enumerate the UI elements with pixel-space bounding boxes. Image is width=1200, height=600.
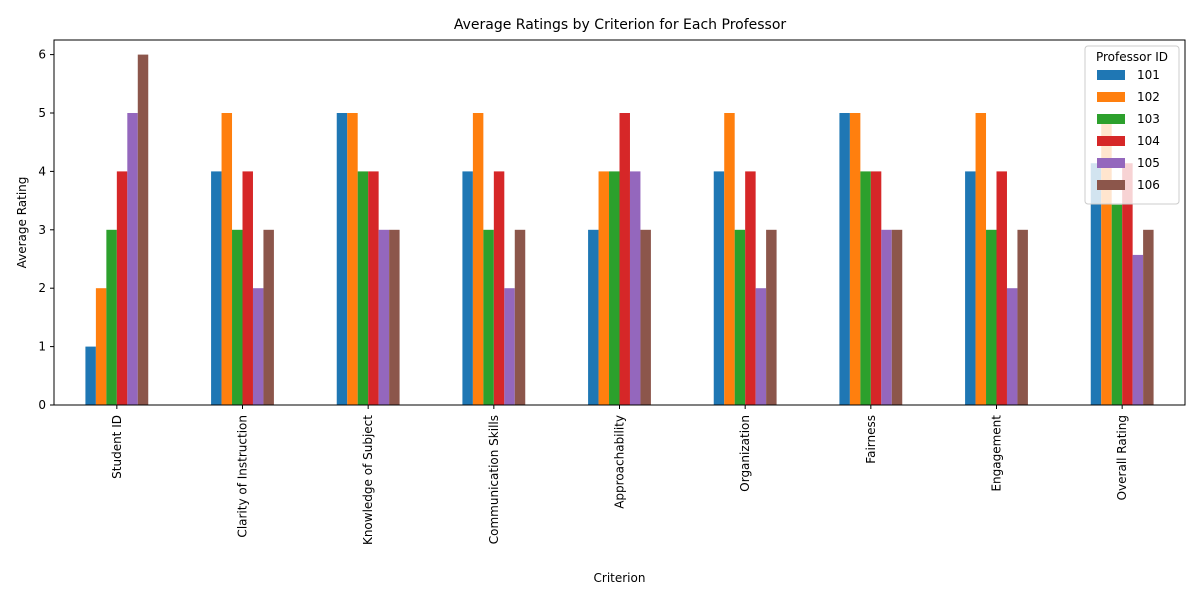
bar-101-2 (336, 113, 348, 405)
bar-104-5 (745, 171, 756, 405)
x-tick-label: Communication Skills (487, 415, 501, 544)
bar-106-7 (1017, 229, 1028, 405)
bars-group (85, 54, 1154, 406)
bar-101-4 (588, 229, 599, 405)
bar-106-5 (766, 229, 777, 405)
bar-106-8 (1143, 229, 1154, 405)
y-tick-label: 1 (38, 340, 46, 354)
bar-101-3 (462, 171, 473, 405)
bar-104-2 (368, 171, 379, 405)
bar-106-6 (891, 229, 903, 405)
y-tick-label: 5 (38, 106, 46, 120)
bar-105-1 (252, 288, 264, 405)
bar-102-4 (598, 171, 610, 405)
bar-103-4 (609, 171, 620, 405)
legend-swatch-102 (1097, 92, 1125, 102)
bar-101-0 (85, 346, 96, 405)
y-tick-label: 3 (38, 223, 46, 237)
legend-label-106: 106 (1137, 178, 1160, 192)
bar-101-5 (713, 171, 725, 405)
bar-102-8 (1101, 121, 1112, 406)
x-tick-label: Student ID (110, 415, 124, 479)
bar-105-8 (1132, 254, 1144, 405)
bar-104-1 (242, 171, 253, 405)
x-tick-label: Engagement (990, 415, 1004, 492)
legend-swatch-105 (1097, 158, 1125, 168)
y-axis: 0 1 2 3 4 5 6 (38, 48, 54, 412)
bar-103-1 (232, 229, 243, 405)
legend-title: Professor ID (1096, 50, 1168, 64)
chart-title: Average Ratings by Criterion for Each Pr… (454, 17, 787, 33)
y-tick-label: 4 (38, 164, 46, 178)
bar-104-6 (870, 171, 882, 405)
x-tick-label: Fairness (864, 415, 878, 464)
bar-104-3 (493, 171, 505, 405)
x-tick-label: Knowledge of Subject (361, 415, 375, 545)
bar-102-3 (472, 113, 484, 405)
bar-105-7 (1006, 288, 1018, 405)
bar-104-4 (619, 113, 630, 405)
bar-106-1 (263, 229, 274, 405)
bar-104-7 (996, 171, 1007, 405)
bar-106-4 (640, 229, 651, 405)
legend: Professor ID 101 102 103 104 105 106 (1084, 45, 1180, 205)
bar-104-0 (116, 171, 128, 405)
x-axis: Student ID Clarity of Instruction Knowledg… (110, 405, 1129, 545)
y-tick-label: 2 (38, 281, 46, 295)
bar-101-6 (839, 113, 850, 405)
y-tick-label: 0 (38, 398, 46, 412)
x-tick-label: Approachability (613, 415, 627, 509)
bar-102-0 (95, 288, 107, 405)
bar-106-2 (389, 229, 400, 405)
bar-102-5 (724, 113, 735, 405)
bar-105-3 (504, 288, 515, 405)
bar-103-6 (860, 171, 871, 405)
bar-101-8 (1090, 163, 1102, 405)
bar-103-2 (357, 171, 369, 405)
bar-105-0 (127, 113, 138, 405)
bar-104-8 (1122, 163, 1133, 405)
legend-swatch-106 (1097, 180, 1125, 190)
x-axis-label: Criterion (594, 571, 646, 585)
bar-103-0 (106, 229, 117, 405)
legend-swatch-104 (1097, 136, 1125, 146)
bar-102-1 (221, 113, 233, 405)
legend-label-102: 102 (1137, 90, 1160, 104)
legend-label-104: 104 (1137, 134, 1160, 148)
x-tick-label: Clarity of Instruction (236, 415, 250, 538)
bar-106-3 (514, 229, 526, 405)
bar-105-5 (755, 288, 767, 405)
x-tick-label: Organization (738, 415, 752, 492)
bar-101-7 (965, 171, 976, 405)
y-tick-label: 6 (38, 48, 46, 62)
legend-label-103: 103 (1137, 112, 1160, 126)
bar-102-7 (975, 113, 987, 405)
bar-103-8 (1111, 204, 1123, 405)
bar-103-3 (483, 229, 494, 405)
legend-swatch-101 (1097, 70, 1125, 80)
bar-102-2 (347, 113, 358, 405)
legend-label-101: 101 (1137, 68, 1160, 82)
y-axis-label: Average Rating (15, 177, 29, 269)
bar-103-7 (986, 229, 997, 405)
legend-swatch-103 (1097, 114, 1125, 124)
bar-105-4 (629, 171, 641, 405)
bar-101-1 (211, 171, 222, 405)
bar-106-0 (137, 54, 149, 405)
bar-103-5 (734, 229, 746, 405)
x-tick-label: Overall Rating (1115, 415, 1129, 500)
bar-102-6 (849, 113, 861, 405)
plot-frame (53, 39, 1186, 406)
bar-105-6 (881, 229, 892, 405)
legend-label-105: 105 (1137, 156, 1160, 170)
bar-105-2 (378, 229, 390, 405)
